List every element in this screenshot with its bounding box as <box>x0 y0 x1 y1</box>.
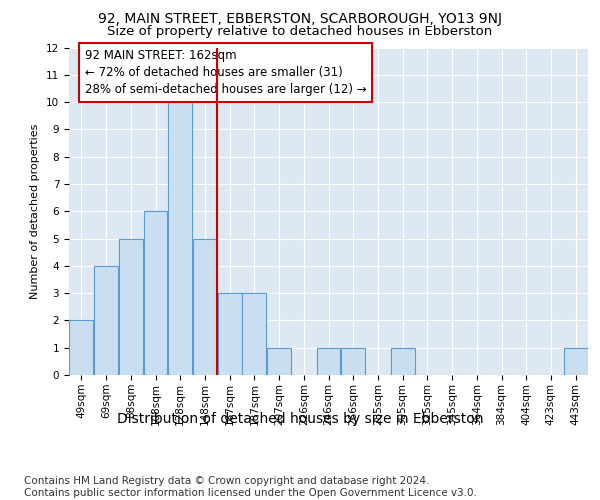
Bar <box>143 211 167 375</box>
Bar <box>94 266 118 375</box>
Bar <box>168 102 192 375</box>
Bar <box>218 293 242 375</box>
Text: Contains HM Land Registry data © Crown copyright and database right 2024.
Contai: Contains HM Land Registry data © Crown c… <box>24 476 477 498</box>
Bar <box>391 348 415 375</box>
Text: Distribution of detached houses by size in Ebberston: Distribution of detached houses by size … <box>117 412 483 426</box>
Text: Size of property relative to detached houses in Ebberston: Size of property relative to detached ho… <box>107 25 493 38</box>
Text: 92, MAIN STREET, EBBERSTON, SCARBOROUGH, YO13 9NJ: 92, MAIN STREET, EBBERSTON, SCARBOROUGH,… <box>98 12 502 26</box>
Bar <box>242 293 266 375</box>
Bar <box>267 348 291 375</box>
Bar <box>341 348 365 375</box>
Bar <box>317 348 340 375</box>
Y-axis label: Number of detached properties: Number of detached properties <box>31 124 40 299</box>
Bar <box>70 320 94 375</box>
Bar <box>119 238 143 375</box>
Bar <box>563 348 587 375</box>
Text: 92 MAIN STREET: 162sqm
← 72% of detached houses are smaller (31)
28% of semi-det: 92 MAIN STREET: 162sqm ← 72% of detached… <box>85 49 366 96</box>
Bar <box>193 238 217 375</box>
